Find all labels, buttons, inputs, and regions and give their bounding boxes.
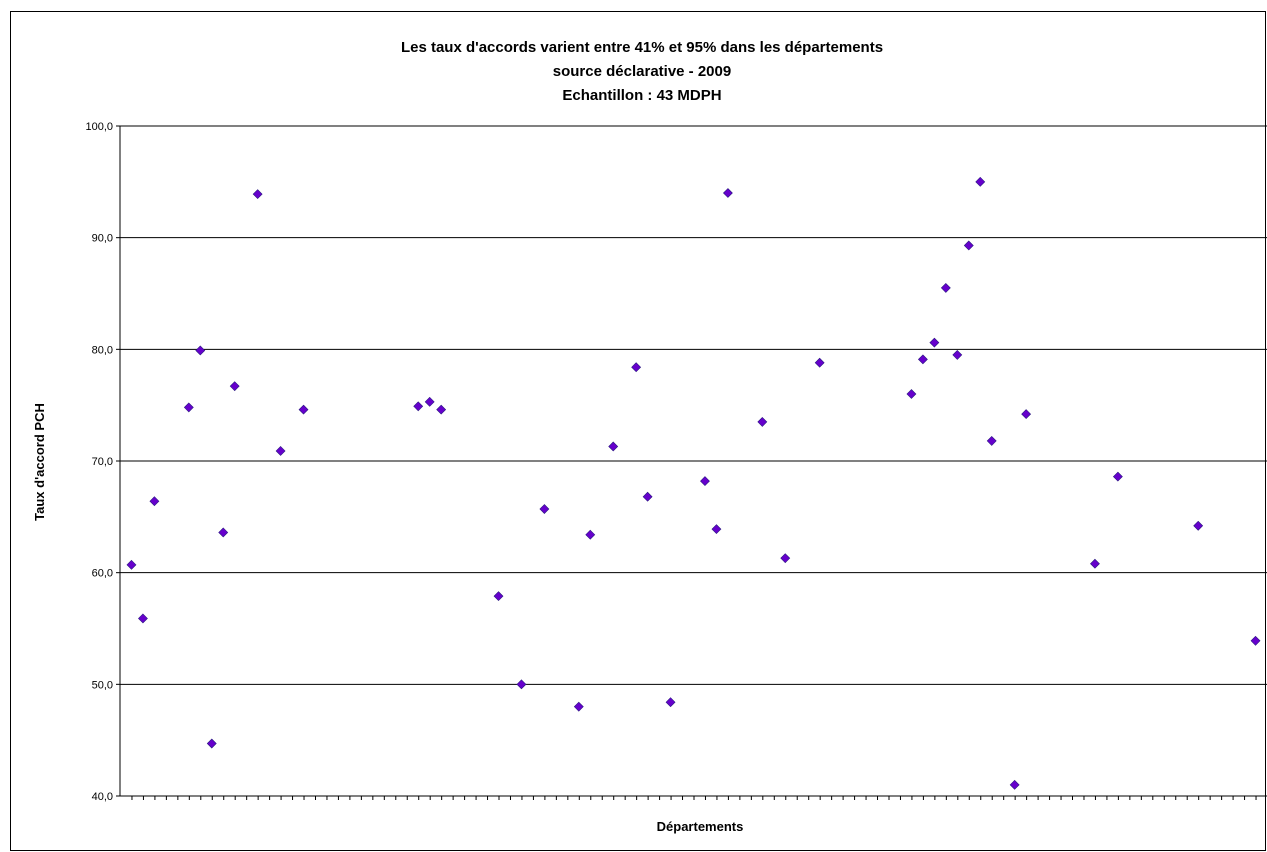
y-axis-ticks: 40,0 50,0 60,0 70,0 80,0 90,0 100,0: [85, 121, 120, 803]
data-point: [963, 240, 974, 251]
y-tick-label: 70,0: [92, 456, 113, 468]
data-point: [149, 496, 160, 507]
data-point: [275, 446, 286, 456]
gridlines: [120, 125, 1267, 685]
data-point: [642, 491, 653, 502]
data-point: [1112, 471, 1123, 482]
x-axis-title: Départements: [657, 819, 744, 834]
data-point: [700, 476, 710, 487]
data-point: [975, 176, 986, 187]
data-point: [252, 189, 263, 200]
data-point: [298, 404, 309, 415]
y-tick-label: 90,0: [92, 233, 113, 245]
data-point: [986, 435, 997, 446]
data-point: [1009, 779, 1020, 790]
data-point: [917, 354, 928, 365]
data-point: [585, 529, 596, 540]
data-point: [126, 559, 137, 570]
y-tick-label: 40,0: [92, 791, 113, 803]
data-point: [631, 362, 642, 373]
data-point: [424, 396, 435, 407]
data-point: [1090, 558, 1100, 569]
data-point: [183, 402, 194, 413]
data-point: [516, 679, 527, 690]
data-point: [952, 349, 963, 360]
x-axis-ticks: [131, 796, 1257, 800]
data-point: [780, 553, 791, 564]
data-point: [206, 738, 217, 749]
data-point: [218, 527, 229, 538]
y-axis-title: Taux d'accord PCH: [32, 403, 47, 521]
data-point: [757, 416, 768, 427]
data-point: [929, 337, 940, 348]
chart-title-line-1: Les taux d'accords varient entre 41% et …: [401, 39, 883, 56]
data-point: [229, 381, 240, 392]
data-point: [722, 188, 733, 198]
data-point: [814, 357, 825, 368]
chart-title-line-3: Echantillon : 43 MDPH: [562, 87, 721, 104]
chart-frame: [10, 11, 1266, 851]
y-tick-label: 80,0: [92, 344, 113, 356]
data-point: [138, 613, 148, 624]
data-point: [539, 504, 550, 514]
data-point: [493, 591, 504, 602]
data-point: [1250, 635, 1261, 646]
data-point: [711, 524, 722, 535]
data-point: [573, 701, 584, 712]
y-tick-label: 100,0: [85, 121, 113, 133]
chart-title-line-2: source déclarative - 2009: [553, 63, 731, 80]
data-point: [436, 404, 447, 415]
data-point: [608, 441, 619, 452]
data-point: [1193, 520, 1204, 531]
y-tick-label: 50,0: [92, 679, 113, 691]
data-points: [126, 176, 1261, 790]
data-point: [906, 389, 917, 399]
data-point: [940, 282, 951, 293]
data-point: [195, 345, 206, 356]
data-point: [1021, 409, 1032, 420]
y-tick-label: 60,0: [92, 568, 113, 580]
data-point: [665, 697, 676, 708]
data-point: [413, 401, 424, 412]
